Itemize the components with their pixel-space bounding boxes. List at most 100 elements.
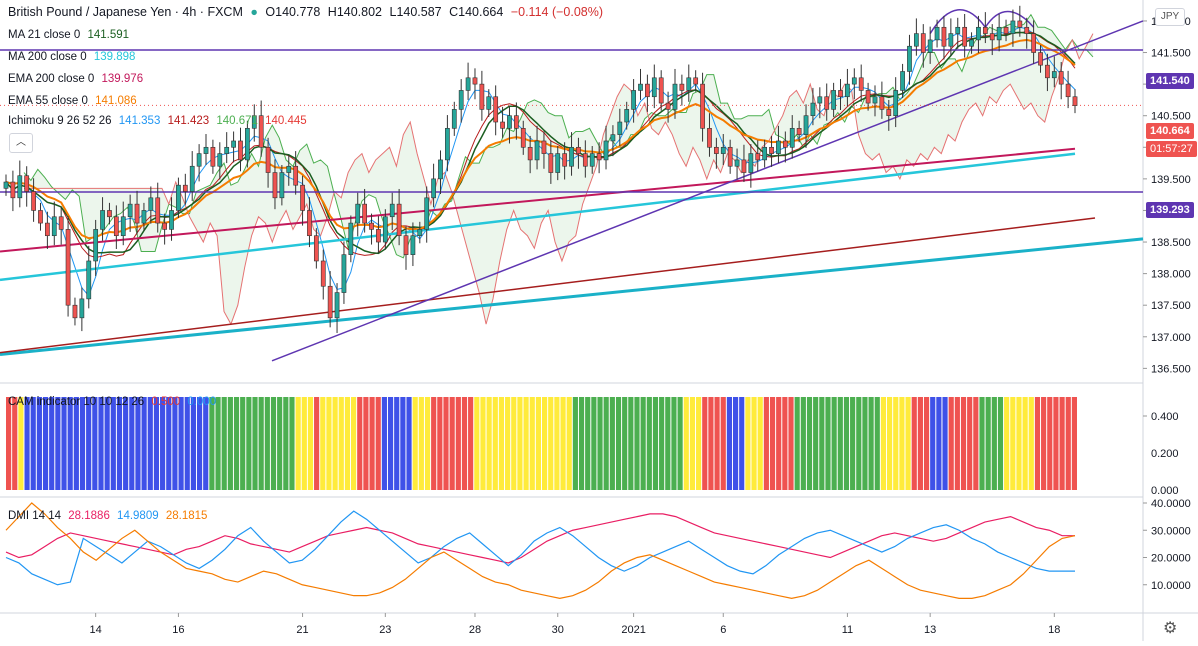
candle-body: [148, 197, 154, 211]
candle-body: [182, 184, 188, 192]
price-tick-label: 137.000: [1151, 332, 1191, 344]
cam-bar: [270, 397, 277, 490]
candle-body: [313, 235, 319, 262]
candle-body: [976, 26, 981, 41]
candle-body: [748, 153, 754, 173]
cam-bar: [911, 397, 917, 490]
unit-label[interactable]: JPY: [1155, 8, 1185, 26]
cam-bar: [708, 397, 714, 490]
cam-bar: [98, 397, 104, 490]
cam-bar: [1041, 397, 1047, 490]
cam-bar: [369, 397, 375, 490]
candle-body: [1065, 83, 1071, 98]
candle-body: [631, 90, 636, 110]
candle-body: [127, 203, 133, 218]
cam-bar: [24, 397, 30, 490]
cam-bar: [850, 397, 856, 490]
candle-body: [1024, 26, 1030, 34]
pattern-shoulder-arc: [929, 9, 986, 34]
indicator-legend-ma21[interactable]: MA 21 close 0 141.591: [8, 29, 133, 41]
cam-bar: [1071, 397, 1077, 490]
candle-body: [720, 146, 726, 154]
candle-body: [307, 210, 312, 237]
candle-body: [141, 210, 147, 224]
time-tick-label: 18: [1048, 624, 1060, 636]
cam-bar: [375, 397, 381, 490]
candle-body: [755, 153, 761, 161]
cam-bar: [843, 397, 850, 490]
symbol-legend[interactable]: British Pound / Japanese Yen · 4h · FXCM…: [8, 5, 607, 19]
cam-bar: [529, 397, 535, 490]
cam-bar: [400, 397, 406, 490]
candle-body: [610, 134, 616, 142]
cam-bar: [196, 397, 203, 490]
candle-body: [376, 229, 381, 243]
indicator-legend-ema55[interactable]: EMA 55 close 0 141.086: [8, 95, 141, 107]
cam-bar: [289, 397, 295, 490]
ohlc-low: L140.587: [389, 5, 442, 19]
candle-body: [658, 77, 664, 104]
candle-body: [762, 146, 768, 161]
candle-body: [900, 71, 905, 91]
symbol-title[interactable]: British Pound / Japanese Yen · 4h · FXCM: [8, 5, 243, 19]
indicator-legend-ichimoku[interactable]: Ichimoku 9 26 52 26 141.353 141.423 140.…: [8, 115, 311, 127]
candle-body: [445, 128, 450, 161]
time-tick-label: 21: [296, 624, 308, 636]
candle-body: [541, 140, 547, 154]
cam-bar: [123, 397, 129, 490]
cam-bar: [418, 397, 424, 490]
candle-body: [1031, 33, 1036, 53]
candle-body: [534, 140, 540, 161]
cam-bar: [548, 397, 554, 490]
candle-body: [245, 128, 250, 161]
cam-bar: [240, 397, 246, 490]
time-tick-label: 30: [552, 624, 564, 636]
cam-bar: [357, 397, 363, 490]
cam-bar: [991, 397, 997, 490]
cam-bar: [603, 397, 609, 490]
cam-bar: [985, 397, 991, 490]
cam-legend[interactable]: CAM indicator 10 10 12 26 0.500 0.000: [8, 396, 220, 408]
cam-bar: [967, 397, 973, 490]
dmi-legend[interactable]: DMI 14 14 28.1886 14.9809 28.1815: [8, 510, 211, 522]
cam-bar: [948, 397, 954, 490]
dmi-value-2: 14.9809: [117, 510, 159, 522]
cam-bar: [745, 397, 751, 490]
candle-body: [879, 96, 885, 110]
candle-body: [858, 77, 864, 91]
indicator-label: EMA 55 close 0: [8, 95, 88, 107]
candle-body: [651, 77, 657, 98]
chevron-up-icon[interactable]: ︿: [9, 133, 33, 153]
candle-body: [334, 292, 340, 319]
cam-bar: [332, 397, 338, 490]
indicator-legend-ema200[interactable]: EMA 200 close 0 139.976: [8, 73, 147, 85]
indicator-legend-ma200[interactable]: MA 200 close 0 139.898: [8, 51, 139, 63]
cam-bar: [461, 397, 468, 490]
cam-bar: [42, 397, 49, 490]
cam-bar: [954, 397, 960, 490]
candle-body: [1038, 52, 1043, 66]
time-tick-label: 23: [379, 624, 391, 636]
ema200-line: [0, 147, 1076, 253]
candle-body: [134, 203, 140, 224]
cam-bar: [67, 397, 73, 490]
cam-bar: [387, 397, 394, 490]
candle-body: [24, 175, 30, 192]
cam-bar: [930, 397, 936, 490]
price-badge-last: 140.664: [1146, 123, 1194, 139]
gear-icon[interactable]: ⚙: [1163, 620, 1178, 637]
candle-body: [596, 153, 602, 161]
candle-body: [893, 90, 899, 117]
candle-body: [479, 83, 485, 110]
ichimoku-span-a-value: 140.671: [216, 115, 258, 127]
candle-body: [520, 128, 526, 148]
cam-bar: [505, 397, 511, 490]
candle-body: [513, 115, 519, 129]
cam-bar: [862, 397, 868, 490]
candle-body: [86, 260, 92, 300]
trendline-support-long: [0, 237, 1144, 356]
candle-body: [224, 146, 230, 154]
candle-body: [803, 115, 809, 135]
